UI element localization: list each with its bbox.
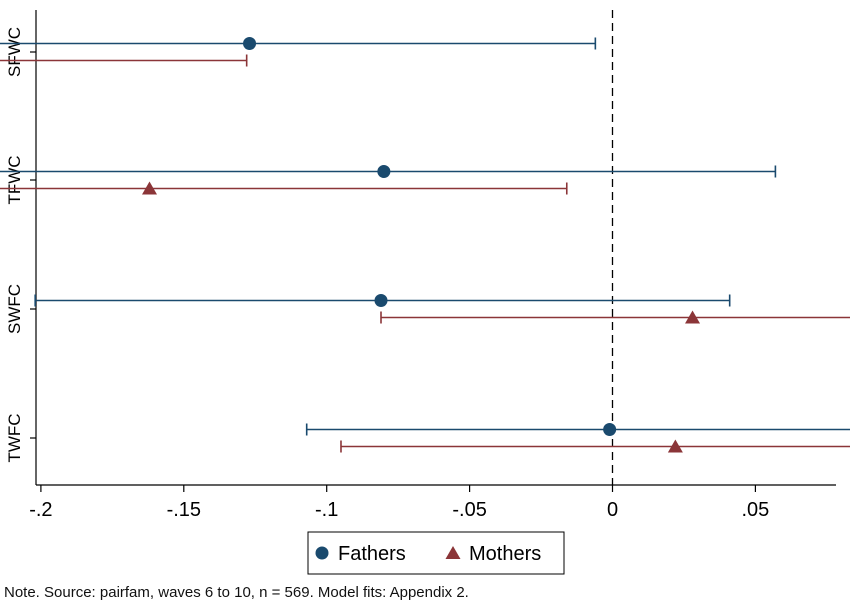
legend-box (307, 531, 565, 575)
x-tick-label: 0 (607, 499, 618, 521)
x-tick-label: .05 (741, 499, 769, 521)
point-fathers-twfc (603, 423, 617, 436)
point-fathers-sfwc (243, 37, 257, 50)
x-tick-label: -.1 (315, 499, 338, 521)
point-mothers-swfc (685, 310, 701, 324)
legend-label-mothers: Mothers (469, 543, 541, 565)
legend-marker-fathers (315, 546, 329, 560)
y-tick-label-twfc: TWFC (5, 413, 24, 462)
legend-label-fathers: Fathers (338, 543, 406, 565)
y-tick-label-tfwc: TFWC (5, 155, 24, 204)
x-tick-label: -.05 (452, 499, 486, 521)
point-fathers-tfwc (377, 165, 391, 178)
source-note: Note. Source: pairfam, waves 6 to 10, n … (4, 584, 469, 601)
coefficient-plot: -.4-.35-.3-.25-.2-.15-.1-.050.05.1.15SFW… (0, 10, 850, 575)
legend-marker-mothers (445, 546, 461, 559)
y-tick-label-swfc: SWFC (5, 284, 24, 334)
point-mothers-tfwc (142, 181, 158, 195)
x-tick-label: -.15 (167, 499, 201, 521)
point-fathers-swfc (374, 294, 388, 307)
y-tick-label-sfwc: SFWC (5, 27, 24, 77)
x-tick-label: -.2 (29, 499, 52, 521)
point-mothers-twfc (667, 439, 683, 453)
